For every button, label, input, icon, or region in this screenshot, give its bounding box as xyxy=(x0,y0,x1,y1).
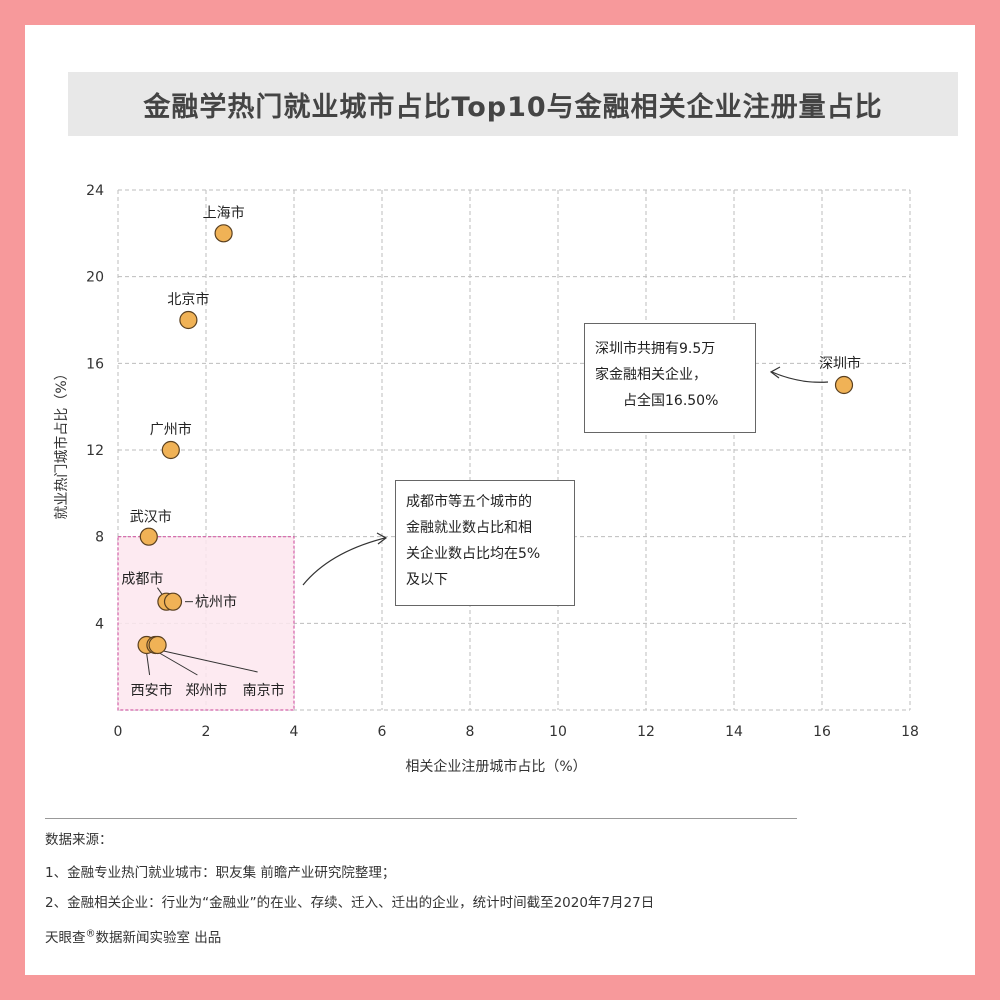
data-point xyxy=(161,440,180,460)
x-tick-label: 12 xyxy=(637,724,655,740)
arrowhead-shenzhen xyxy=(769,366,781,379)
annotation-line: 占全国16.50% xyxy=(623,393,719,409)
point-label: 成都市 xyxy=(121,571,163,588)
point-label: 武汉市 xyxy=(130,509,172,526)
data-points xyxy=(137,224,854,655)
point-label: 南京市 xyxy=(243,682,285,699)
annotation-line: 成都市等五个城市的 xyxy=(406,494,532,510)
x-tick-label: 16 xyxy=(813,724,831,740)
data-point xyxy=(179,310,198,330)
x-tick-label: 14 xyxy=(725,724,743,740)
footer-source-2: 2、金融相关企业：行业为“金融业”的在业、存续、迁入、迁出的企业，统计时间截至2… xyxy=(45,895,655,911)
point-label: 北京市 xyxy=(167,291,209,308)
leader-line xyxy=(146,652,151,676)
annotation-arrows xyxy=(302,366,829,586)
point-label: 郑州市 xyxy=(185,682,227,699)
x-axis-label: 相关企业注册城市占比（%） xyxy=(405,758,586,775)
x-tick-labels: 0 2 4 6 8 10 12 14 16 18 xyxy=(114,724,919,740)
leader-line xyxy=(163,650,258,673)
arrow-group xyxy=(302,537,386,586)
y-tick-label: 20 xyxy=(86,270,104,286)
point-label: 深圳市 xyxy=(819,355,861,372)
arrow-shenzhen xyxy=(771,371,829,383)
y-tick-label: 8 xyxy=(95,530,104,546)
annotation-line: 关企业数占比均在5% xyxy=(406,546,541,562)
y-tick-label: 4 xyxy=(95,616,104,632)
annotation-line: 及以下 xyxy=(406,572,448,588)
grid xyxy=(117,189,911,711)
y-tick-labels: 4 8 12 16 20 24 xyxy=(86,183,104,632)
credit-brand: 天眼查 xyxy=(45,930,86,946)
y-tick-label: 24 xyxy=(86,183,104,199)
annotation-group: 成都市等五个城市的 金融就业数占比和相 关企业数占比均在5% 及以下 xyxy=(395,480,575,606)
x-tick-label: 18 xyxy=(901,724,919,740)
x-tick-label: 4 xyxy=(290,724,299,740)
footer-source-1: 1、金融专业热门就业城市：职友集 前瞻产业研究院整理； xyxy=(45,865,396,881)
footer-credit: 天眼查®数据新闻实验室 出品 xyxy=(45,926,222,947)
point-label: 广州市 xyxy=(150,421,192,438)
footer-divider xyxy=(45,818,797,819)
footer-heading: 数据来源： xyxy=(45,832,113,848)
x-tick-label: 10 xyxy=(549,724,567,740)
title-bar: 金融学热门就业城市占比Top10与金融相关企业注册量占比 xyxy=(68,72,958,136)
annotation-line: 家金融相关企业， xyxy=(595,367,707,383)
x-tick-label: 2 xyxy=(202,724,211,740)
x-tick-label: 0 xyxy=(114,724,123,740)
data-point xyxy=(148,635,167,655)
annotation-line: 金融就业数占比和相 xyxy=(406,520,532,536)
highlight-rect xyxy=(117,536,295,711)
data-point xyxy=(214,224,233,243)
x-tick-label: 8 xyxy=(466,724,475,740)
y-axis-label: 就业热门城市占比（%） xyxy=(53,366,70,519)
y-tick-label: 16 xyxy=(86,356,104,372)
annotation-shenzhen: 深圳市共拥有9.5万 家金融相关企业， 占全国16.50% xyxy=(584,323,756,433)
data-point xyxy=(834,375,854,395)
data-point xyxy=(163,592,183,611)
y-tick-label: 12 xyxy=(86,443,104,459)
data-point xyxy=(139,527,158,546)
point-label: 杭州市 xyxy=(195,594,237,611)
registered-mark: ® xyxy=(85,928,96,940)
credit-rest: 数据新闻实验室 出品 xyxy=(95,930,222,946)
annotation-line: 深圳市共拥有9.5万 xyxy=(595,341,716,357)
highlight-region xyxy=(117,536,295,711)
leader-line xyxy=(159,652,198,676)
leader-lines xyxy=(146,587,258,676)
point-label: 西安市 xyxy=(131,682,173,699)
point-label: 上海市 xyxy=(203,204,245,221)
x-tick-label: 6 xyxy=(378,724,387,740)
arrowhead-group xyxy=(376,532,388,545)
chart-title: 金融学热门就业城市占比Top10与金融相关企业注册量占比 xyxy=(143,91,883,123)
